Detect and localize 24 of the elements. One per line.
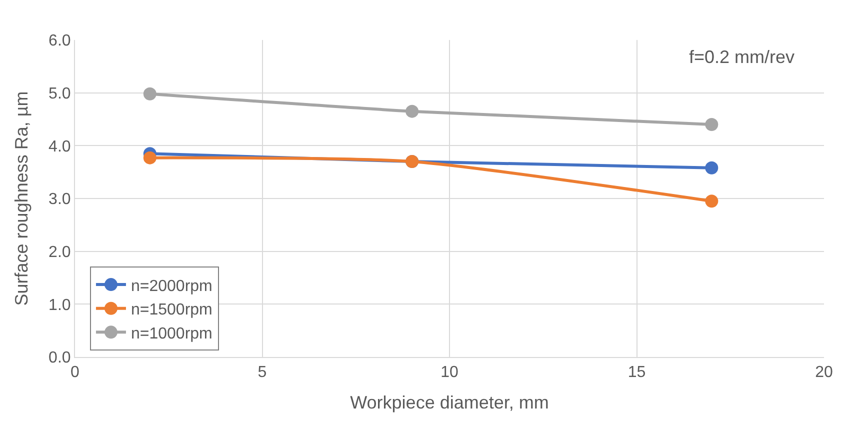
point (705, 194, 718, 208)
y-tick-label: 0.0 (48, 350, 71, 367)
y-axis-title: Surface roughness Ra, µm (12, 91, 32, 306)
point (406, 104, 419, 118)
y-tick-label: 6.0 (48, 32, 71, 50)
x-tick-label: 10 (440, 364, 458, 382)
x-tick-label: 0 (70, 364, 80, 382)
point (143, 151, 156, 164)
y-tick-label: 5.0 (48, 85, 71, 102)
x-tick-label: 5 (258, 364, 267, 382)
legend-label: n=1500rpm (130, 302, 212, 319)
y-tick-label: 3.0 (48, 191, 71, 208)
y-tick-label: 1.0 (48, 296, 71, 314)
point (705, 161, 718, 174)
legend-label: n=2000rpm (130, 278, 212, 295)
point (143, 87, 156, 100)
y-tick-label: 4.0 (48, 138, 71, 156)
legend-label: n=1000rpm (130, 325, 212, 342)
x-axis-title: Workpiece diameter, mm (350, 392, 549, 412)
annotation: f=0.2 mm/rev (689, 47, 795, 67)
x-tick-label: 15 (628, 364, 646, 382)
point (705, 118, 718, 132)
y-tick-label: 2.0 (48, 244, 71, 261)
x-tick-label: 20 (815, 364, 833, 382)
